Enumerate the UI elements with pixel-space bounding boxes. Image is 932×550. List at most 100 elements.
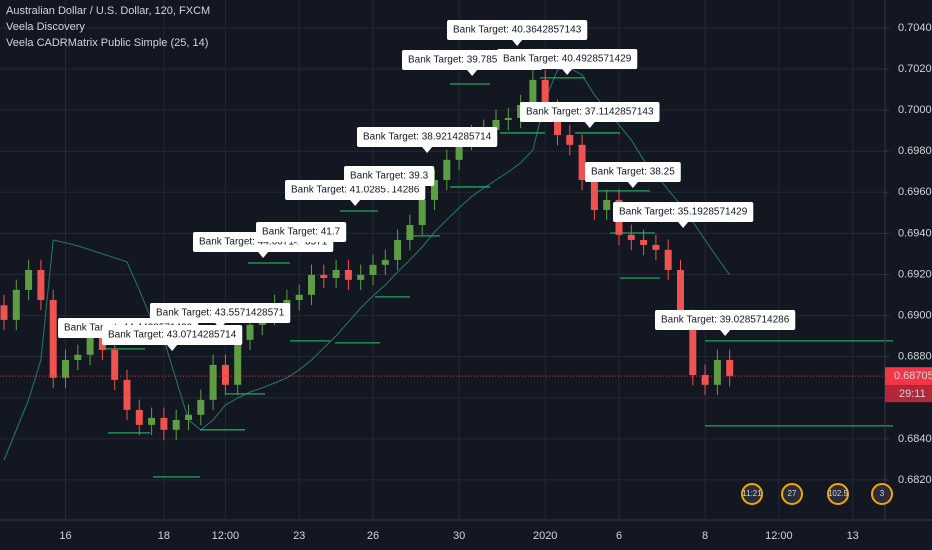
annotation-text: Bank Target: 39.3 [350, 171, 429, 182]
candle-body [431, 179, 438, 200]
x-tick-label: 18 [158, 530, 170, 542]
candle-body [344, 269, 352, 280]
x-tick-label: 23 [293, 530, 305, 542]
candle-body [443, 159, 451, 180]
annotation: Bank Target: 39.3 [344, 166, 435, 192]
candle-body [320, 274, 328, 278]
x-tick-label: 13 [847, 530, 859, 542]
candle-body [406, 224, 414, 240]
candle-body [652, 244, 660, 250]
annotation-pointer [720, 330, 731, 336]
candle-body [74, 354, 82, 360]
x-tick-label: 12:00 [212, 530, 240, 542]
candle-body [418, 199, 426, 225]
chart-title: Australian Dollar / U.S. Dollar, 120, FX… [6, 5, 210, 17]
annotation-pointer [627, 182, 638, 188]
candle-body [172, 419, 180, 430]
annotation-text: Bank Target: 38.9214285714 [363, 132, 492, 143]
event-badge [741, 483, 763, 505]
candle-body [590, 179, 598, 210]
annotation-text: Bank Target: 40.3642857143 [453, 25, 582, 36]
annotation-text: Bank Target: 41.7 [262, 227, 341, 238]
annotation-text: Bank Target: 38.25 [591, 167, 675, 178]
candle-body [148, 417, 156, 425]
candle-body [12, 289, 20, 320]
annotation-box [613, 202, 754, 222]
candle-body [135, 409, 143, 425]
y-tick-label: 0.70400 [898, 22, 932, 34]
x-tick-label: 26 [367, 530, 379, 542]
candle-body [566, 134, 574, 145]
annotation-pointer [296, 242, 307, 248]
annotation-box [585, 162, 681, 182]
candle-body [689, 319, 697, 375]
candle-body [640, 239, 648, 245]
indicator-label: Veela CADRMatrix Public Simple (25, 14) [6, 37, 208, 49]
candle-body [578, 144, 586, 180]
annotation-pointer [467, 70, 478, 76]
candle-body [529, 79, 537, 105]
candle-body [627, 234, 635, 240]
annotation-pointer [678, 222, 689, 228]
annotation-box [150, 303, 291, 323]
annotation-pointer [215, 323, 226, 329]
indicator-label: Veela Discovery [6, 21, 85, 33]
annotation-pointer [258, 252, 269, 258]
candle-body [332, 269, 340, 278]
candle-body [603, 199, 611, 210]
candle-body [455, 139, 463, 160]
countdown: 29:11 [899, 388, 926, 400]
candle-body [25, 269, 33, 290]
annotation-pointer [562, 69, 573, 75]
annotation-text: Bank Target: 44.6071428571 [199, 237, 328, 248]
candle-body [394, 239, 402, 260]
candle-body [701, 374, 709, 385]
candle-body [726, 359, 734, 377]
annotation-text: Bank Target: 43.5571428571 [156, 308, 285, 319]
candle-body [381, 259, 389, 265]
candle-body [221, 364, 229, 385]
candle-body [49, 299, 57, 378]
event-label: 102.5 [828, 489, 849, 498]
annotation: Bank Target: 38.9214285714 [357, 127, 498, 153]
candle-body [295, 294, 303, 300]
candle-body [37, 269, 45, 300]
candle-body [111, 349, 119, 380]
x-tick-label: 2020 [533, 530, 557, 542]
candle-body [504, 117, 512, 120]
candle-body [62, 359, 69, 378]
annotation-pointer [512, 40, 523, 46]
x-tick-label: 16 [59, 530, 71, 542]
annotation: Bank Target: 39.0285714286 [655, 310, 796, 336]
price-marker-label: 0.68705 [894, 370, 932, 382]
candle-body [369, 264, 377, 275]
candle-body [123, 379, 131, 410]
annotation-text: Bank Target: 35.1928571429 [619, 207, 748, 218]
annotation-box [497, 49, 638, 69]
event-badge [781, 483, 803, 505]
candle-body [713, 359, 721, 385]
annotation: Bank Target: 43.5571428571 [150, 303, 291, 329]
annotation-box [655, 310, 796, 330]
candle-body [357, 274, 365, 280]
candle-body [86, 334, 94, 355]
candle-body [0, 305, 8, 320]
annotation: Bank Target: 37.1142857143 [520, 102, 660, 128]
annotation: Bank Target: 35.1928571429 [613, 202, 754, 228]
candle-body [677, 269, 684, 320]
annotation-pointer [384, 186, 395, 192]
x-tick-label: 8 [702, 530, 708, 542]
annotation: Bank Target: 38.25 [585, 162, 681, 188]
annotation-pointer [167, 345, 178, 351]
annotation-text: Bank Target: 39.0285714286 [661, 315, 790, 326]
